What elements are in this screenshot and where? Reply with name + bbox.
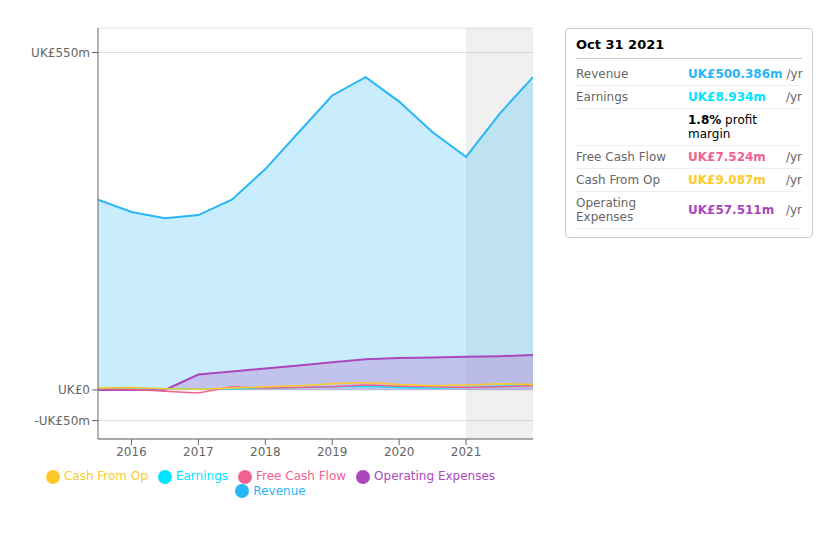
html-text:Revenue: Revenue [576,67,629,81]
svg-text:2016: 2016 [116,445,147,459]
html-text:UK£9.087m: UK£9.087m [688,173,766,187]
html-text:Oct 31 2021: Oct 31 2021 [576,37,665,52]
svg-text:UK£550m: UK£550m [31,46,90,60]
svg-text:2019: 2019 [317,445,348,459]
html-text:1.8% profit margin: 1.8% profit margin [688,113,757,141]
svg-text:2018: 2018 [250,445,281,459]
html-text:/yr: /yr [785,150,802,164]
html-text:/yr: /yr [785,203,802,217]
html-text:Earnings: Earnings [175,469,228,483]
html-text:UK£7.524m: UK£7.524m [688,150,766,164]
html-text:Free Cash Flow: Free Cash Flow [256,469,347,483]
html-text:Operating Expenses: Operating Expenses [374,469,496,483]
html-text:Free Cash Flow: Free Cash Flow [576,150,667,164]
html-text:Operating Expenses: Operating Expenses [576,196,636,224]
html-text:Earnings: Earnings [576,90,629,104]
html-text:UK£57.511m: UK£57.511m [688,203,775,217]
html-text:Cash From Op: Cash From Op [576,173,660,187]
html-text:/yr: /yr [785,173,802,187]
svg-text:2020: 2020 [384,445,415,459]
svg-text:2017: 2017 [183,445,214,459]
svg-text:UK£0: UK£0 [58,383,90,397]
svg-text:-UK£50m: -UK£50m [34,414,90,428]
html-text:UK£8.934m: UK£8.934m [688,90,766,104]
html-text:UK£500.386m /yr: UK£500.386m /yr [688,67,803,81]
html-text:/yr: /yr [785,90,802,104]
html-text:Revenue: Revenue [253,483,306,498]
svg-text:2021: 2021 [451,445,482,459]
html-text:Cash From Op: Cash From Op [63,469,148,483]
